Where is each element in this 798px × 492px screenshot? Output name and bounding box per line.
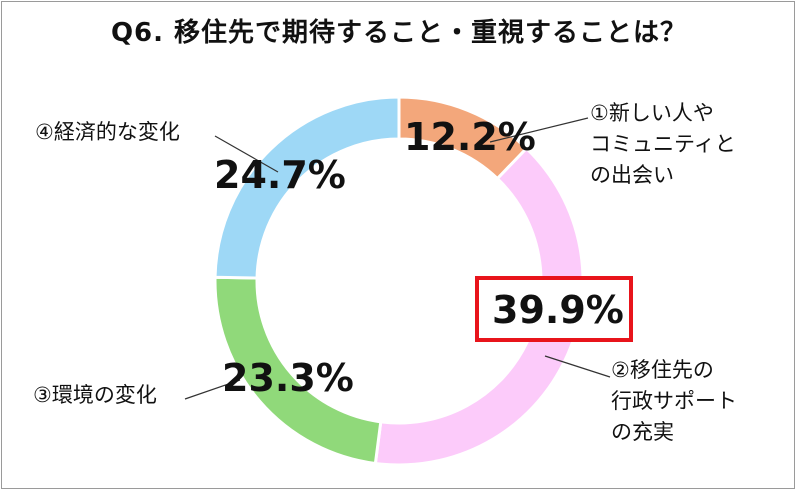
category-label-2: ②移住先の 行政サポート の充実 (611, 358, 737, 444)
value-label-4: 24.7% (214, 153, 346, 197)
leader-line-4 (214, 135, 279, 173)
value-label-3: 23.3% (222, 356, 354, 400)
leader-line-3 (184, 379, 241, 400)
category-label-1: ①新しい人や コミュニティと の出会い (590, 101, 736, 187)
category-label-3: ③環境の変化 (33, 383, 157, 407)
category-label-4: ④経済的な変化 (35, 120, 180, 144)
value-label-1: 12.2% (404, 115, 536, 159)
chart-title: Q6. 移住先で期待すること・重視することは？ (110, 18, 688, 48)
leader-line-1 (489, 117, 589, 143)
value-label-2: 39.9% (492, 288, 624, 332)
donut-slice-4 (213, 95, 401, 280)
highlight-box (475, 276, 633, 342)
leader-line-2 (544, 355, 611, 378)
